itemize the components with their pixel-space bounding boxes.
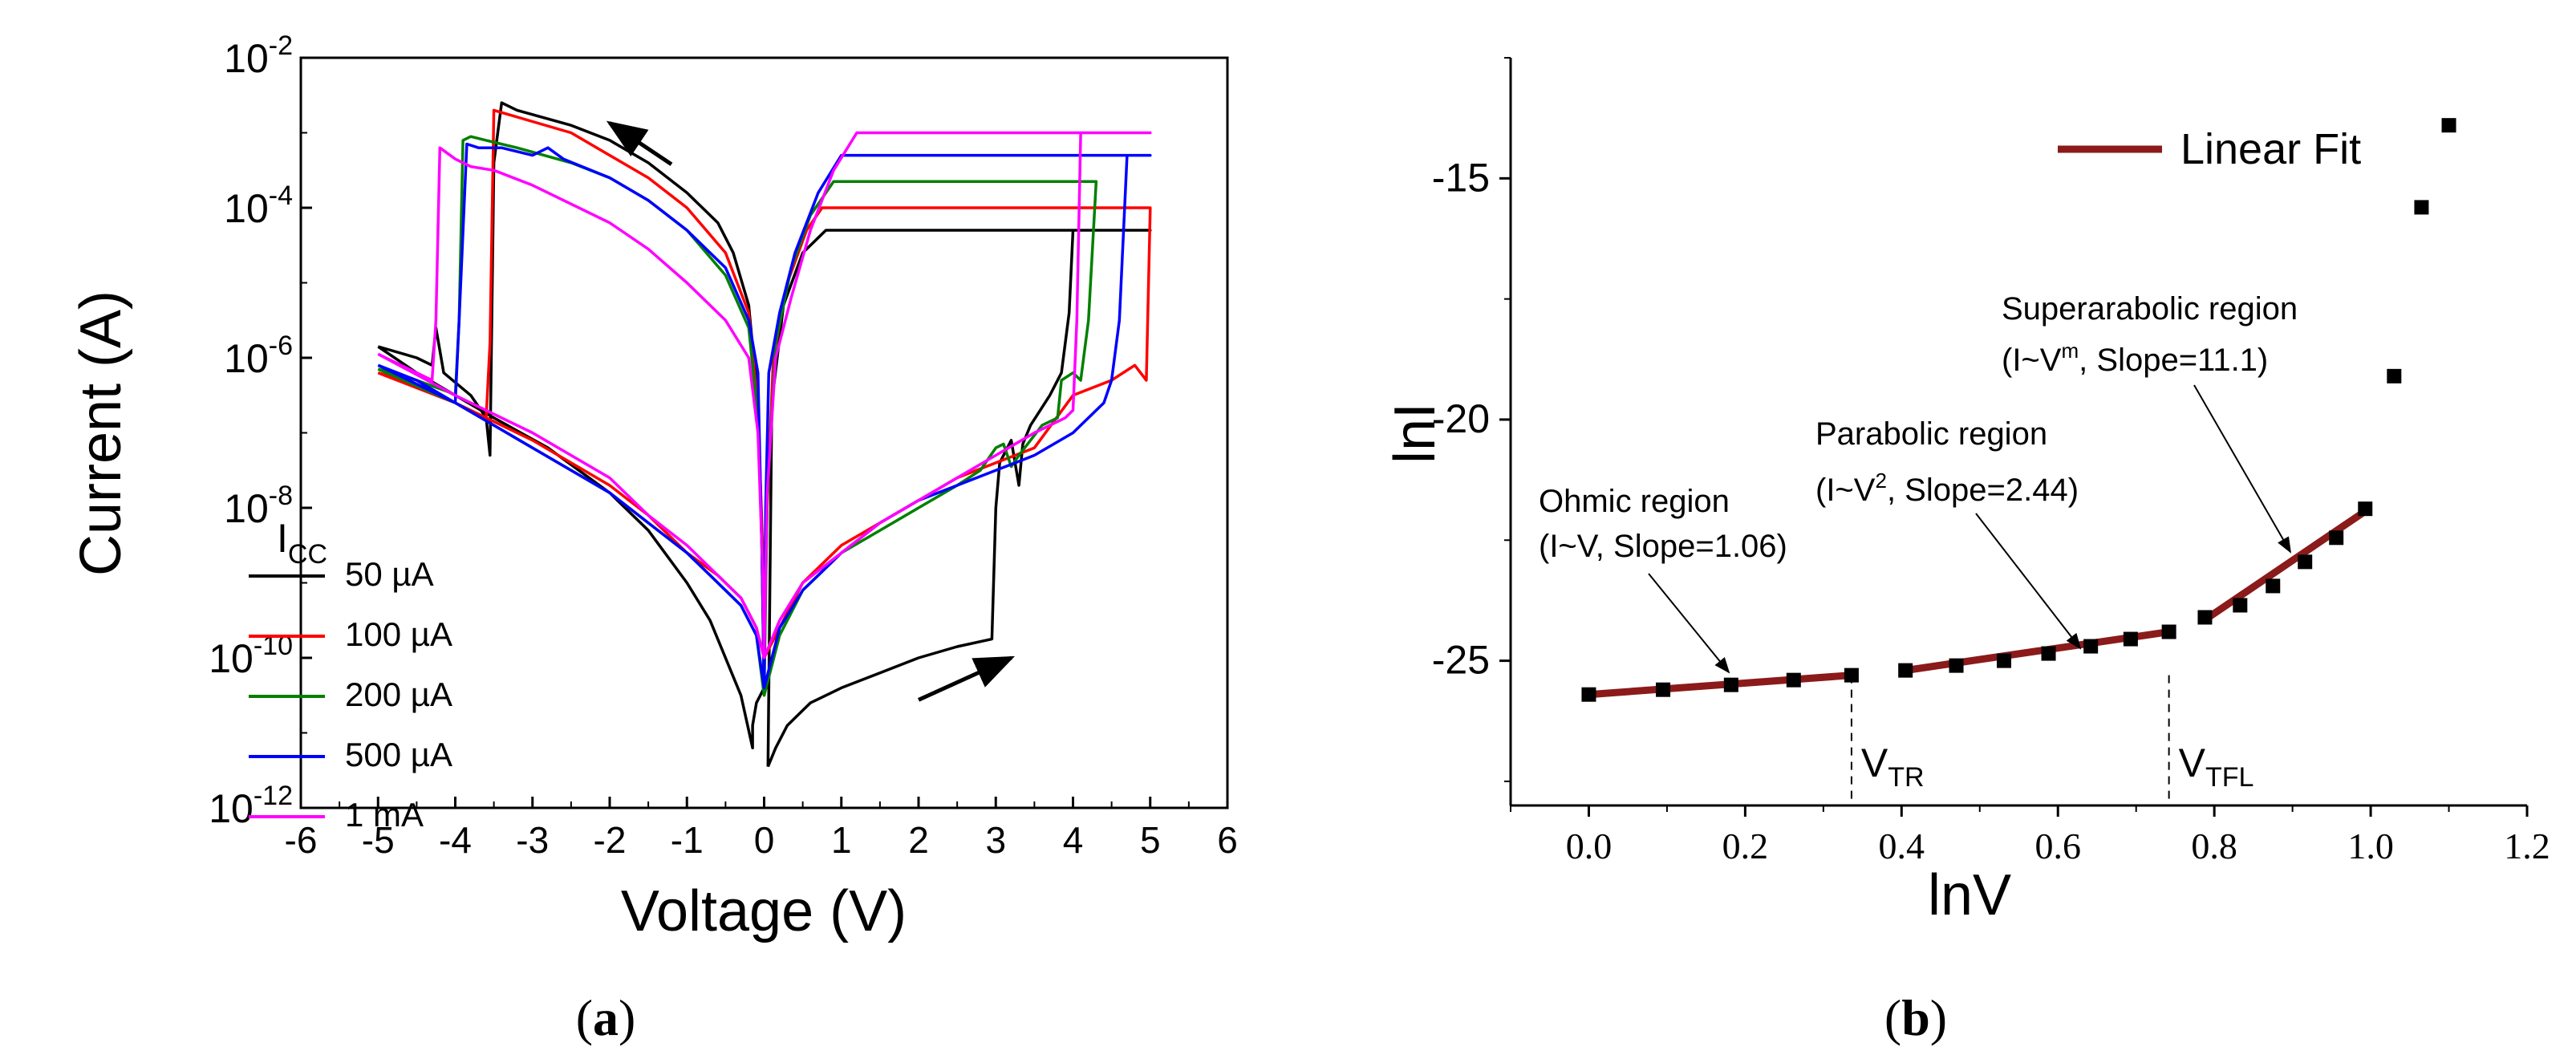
x-tick-label: -3 xyxy=(516,819,549,861)
panel-b-vlines: VTR VTFL xyxy=(1850,675,2254,805)
x-tick-label: -1 xyxy=(671,819,704,861)
x-tick-label: 0.4 xyxy=(1879,826,1925,866)
x-tick-label: -5 xyxy=(362,819,395,861)
x-tick-label: 6 xyxy=(1217,819,1238,861)
data-point xyxy=(2233,598,2248,613)
panel-b: 0.0 0.2 0.4 0.6 0.8 1.0 1.2 -15-20-25 VTR VTFL … xyxy=(1383,57,2550,1046)
legend-label: 100 µA xyxy=(345,615,452,653)
arrow-superarabolic xyxy=(2193,384,2291,554)
data-point xyxy=(2329,530,2344,546)
y-tick-label: 10-6 xyxy=(224,331,293,381)
threshold-label-1: VTFL xyxy=(2179,740,2254,793)
data-point xyxy=(1996,653,2011,668)
direction-arrow-1 xyxy=(917,655,1016,702)
series-line-1 xyxy=(766,229,1152,768)
y-tick-label: 10-4 xyxy=(224,181,293,231)
series-line-5 xyxy=(762,180,1098,696)
data-point xyxy=(2083,639,2099,654)
panel-a-arrows xyxy=(606,120,1016,702)
series-line-6 xyxy=(377,142,766,690)
panel-b-x-label: lnV xyxy=(1928,863,2011,927)
direction-arrow-0 xyxy=(606,120,673,166)
legend-label: 1 mA xyxy=(345,796,424,834)
data-point xyxy=(2266,578,2281,594)
legend-title: ICC xyxy=(277,516,327,570)
panel-a-y-label: Current (A) xyxy=(69,290,133,576)
panel-b-annotations: Ohmic region (I~V, Slope=1.06) Parabolic… xyxy=(1539,291,2298,674)
data-point xyxy=(2358,501,2373,517)
y-tick-label: 10-2 xyxy=(224,30,293,81)
x-tick-label: 0.8 xyxy=(2191,826,2237,866)
y-tick-label: -15 xyxy=(1432,155,1490,200)
data-point xyxy=(1844,667,1859,683)
panel-a-legend: ICC 50 µA 100 µA 200 µA 500 µA 1 mA xyxy=(249,516,452,834)
y-tick-label: 10-10 xyxy=(209,631,293,681)
fit-line-0 xyxy=(1584,671,1856,699)
panel-a-caption: (a) xyxy=(576,989,636,1046)
data-point xyxy=(1581,687,1596,702)
x-tick-label: 0 xyxy=(754,819,775,861)
x-tick-label: 3 xyxy=(985,819,1006,861)
series-line-9 xyxy=(762,131,1152,659)
region-label-ohmic: Ohmic region xyxy=(1539,484,1730,519)
panel-b-x-ticks: 0.0 0.2 0.4 0.6 0.8 1.0 1.2 xyxy=(1510,805,2550,866)
data-point xyxy=(2387,368,2402,383)
y-tick-label: 10-12 xyxy=(209,781,293,831)
data-point xyxy=(1723,677,1738,692)
data-point xyxy=(1656,682,1671,697)
legend-label: 50 µA xyxy=(345,555,434,593)
y-tick-label: 10-8 xyxy=(224,481,293,531)
x-tick-label: 5 xyxy=(1140,819,1161,861)
data-point xyxy=(2161,624,2176,639)
data-point xyxy=(2197,610,2213,625)
series-line-8 xyxy=(377,146,766,659)
data-point xyxy=(1949,658,1964,673)
panel-b-y-label: lnI xyxy=(1383,403,1447,464)
x-tick-label: -2 xyxy=(594,819,627,861)
legend-label: 500 µA xyxy=(345,736,452,773)
fit-line-2 xyxy=(2201,507,2369,624)
panel-a-series xyxy=(377,101,1152,768)
panel-b-caption: (b) xyxy=(1884,989,1947,1046)
data-point xyxy=(2441,118,2456,133)
panel-a-y-ticks: 10-12 10-10 10-8 10-6 10-4 10-2 xyxy=(209,30,312,831)
region-label-parabolic: Parabolic region xyxy=(1815,416,2047,452)
panel-a-x-label: Voltage (V) xyxy=(621,879,907,943)
region-detail-superarabolic: (I~Vm, Slope=11.1) xyxy=(2002,339,2268,378)
panel-b-y-ticks: -15 -20 -25 xyxy=(1432,57,1511,782)
threshold-label-0: VTR xyxy=(1861,740,1925,793)
x-tick-label: -6 xyxy=(285,819,318,861)
panel-a-x-ticks: -6 -5 -4 -3 -2 -1 0 1 2 3 4 5 6 xyxy=(285,797,1238,861)
data-point xyxy=(2123,631,2138,647)
x-tick-label: 1 xyxy=(831,819,852,861)
panel-b-legend: Linear Fit xyxy=(2058,125,2361,173)
x-tick-label: -4 xyxy=(439,819,472,861)
panel-b-points xyxy=(1581,118,2456,702)
data-point xyxy=(1898,663,1913,678)
arrow-ohmic xyxy=(1648,573,1730,674)
region-label-superarabolic: Superarabolic region xyxy=(2002,291,2298,327)
data-point xyxy=(2041,646,2056,661)
data-point xyxy=(2414,200,2429,215)
y-tick-label: -25 xyxy=(1432,638,1490,683)
legend-fit-label: Linear Fit xyxy=(2180,125,2361,173)
x-tick-label: 4 xyxy=(1063,819,1084,861)
data-point xyxy=(2298,554,2313,570)
x-tick-label: 1.2 xyxy=(2504,826,2550,866)
x-tick-label: 1.0 xyxy=(2347,826,2394,866)
legend-label: 200 µA xyxy=(345,676,452,713)
arrow-parabolic xyxy=(1975,513,2082,650)
data-point xyxy=(1786,672,1801,688)
panel-a: -6 -5 -4 -3 -2 -1 0 1 2 3 4 5 6 10-1210-1010-810-610… xyxy=(69,30,1238,1046)
x-tick-label: 2 xyxy=(908,819,929,861)
x-tick-label: 0.0 xyxy=(1566,826,1613,866)
x-tick-label: 0.6 xyxy=(2034,826,2081,866)
region-detail-ohmic: (I~V, Slope=1.06) xyxy=(1539,529,1787,564)
x-tick-label: 0.2 xyxy=(1722,826,1769,866)
region-detail-parabolic: (I~V2, Slope=2.44) xyxy=(1815,469,2079,508)
y-tick-label: -20 xyxy=(1432,396,1490,441)
